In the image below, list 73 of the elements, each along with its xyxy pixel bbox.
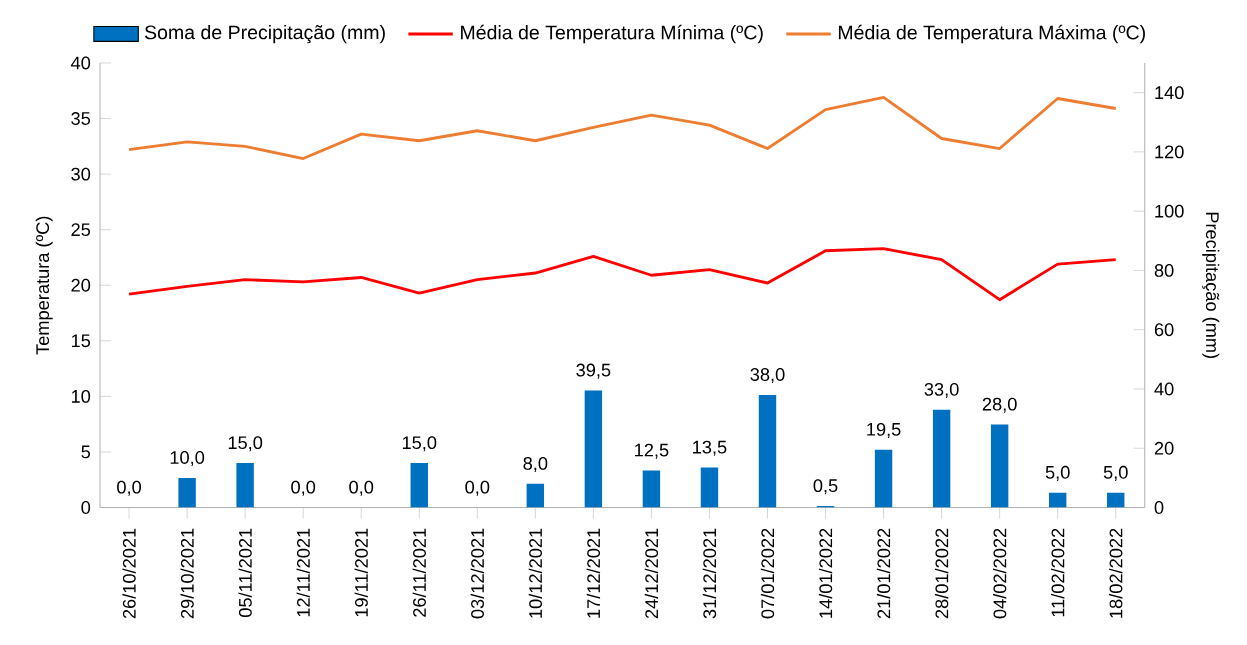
y-tick-label: 5 [81,445,91,459]
bar [236,463,254,508]
y2-tick-label: 60 [1154,323,1174,337]
data-label: 13,5 [693,440,727,456]
y-tick-label: 25 [71,223,91,237]
data-label: 10,0 [170,451,205,467]
x-tick-label: 12/11/2021 [296,528,310,617]
data-label: 15,0 [228,436,263,452]
x-tick-label: 18/02/2022 [1109,528,1123,618]
data-label: 0,5 [813,479,838,495]
bar [584,390,603,508]
data-label: 5,0 [1103,466,1128,482]
bar [932,409,951,508]
bar [410,463,428,508]
bar [1107,492,1125,508]
y2-tick-label: 20 [1154,442,1174,455]
y-tick-label: 20 [71,279,91,292]
x-tick-label: 19/11/2021 [354,528,368,617]
bar [990,424,1009,508]
y-tick-label: 30 [71,167,91,181]
data-label: 28,0 [982,397,1017,413]
y2-tick-label: 0 [1154,501,1164,515]
data-label: 33,0 [924,383,959,399]
y-tick-label: 10 [71,390,91,404]
data-label: 38,0 [750,368,785,384]
x-tick-label: 07/01/2022 [760,528,775,619]
x-tick-label: 11/02/2022 [1051,528,1065,617]
legend-label: Soma de Precipitação (mm) [144,25,385,44]
data-label: 0,0 [117,480,142,496]
y-tick-label: 0 [81,501,91,515]
data-label: 0,0 [465,480,490,496]
x-tick-label: 14/01/2022 [818,528,833,618]
y2-tick-label: 100 [1155,204,1184,218]
bar [700,467,719,508]
x-tick-label: 05/11/2021 [238,528,252,618]
y-tick-label: 15 [71,334,91,348]
data-label: 39,5 [576,363,611,379]
x-tick-label: 29/10/2021 [180,528,194,619]
x-tick-label: 26/10/2021 [122,528,136,619]
x-tick-label: 26/11/2021 [412,528,426,618]
data-label: 0,0 [291,480,316,496]
data-label: 19,5 [867,423,901,439]
y-tick-label: 40 [70,56,91,70]
x-tick-label: 17/12/2021 [586,528,601,618]
bar [1048,492,1067,508]
line-series [127,96,1118,161]
bar [642,470,661,508]
bar [874,449,893,508]
data-label: 12,5 [635,443,669,459]
y2-tick-label: 120 [1155,145,1184,159]
legend-label: Média de Temperatura Máxima (ºC) [838,25,1145,44]
data-label: 15,0 [402,436,437,452]
data-label: 8,0 [523,457,548,473]
data-label: 0,0 [349,480,374,496]
bar [526,484,545,508]
x-tick-label: 28/01/2022 [934,528,949,619]
y2-tick-label: 140 [1155,86,1184,100]
y-tick-label: 35 [71,112,91,126]
y-axis-title: Temperatura (ºC) [35,216,53,355]
y2-axis-title: Precipitação (mm) [1202,213,1220,359]
data-label: 5,0 [1045,466,1070,482]
bar [178,478,196,508]
line-series [127,247,1118,302]
x-tick-label: 03/12/2021 [470,528,484,619]
x-tick-label: 24/12/2021 [644,528,659,619]
y2-tick-label: 40 [1154,382,1174,396]
y2-tick-label: 80 [1154,264,1174,278]
bar [758,395,777,508]
x-tick-label: 31/12/2021 [702,528,717,619]
x-tick-label: 10/12/2021 [528,528,543,618]
legend-label: Média de Temperatura Mínima (ºC) [461,25,763,44]
x-tick-label: 04/02/2022 [992,528,1007,619]
x-tick-label: 21/01/2022 [876,528,891,619]
